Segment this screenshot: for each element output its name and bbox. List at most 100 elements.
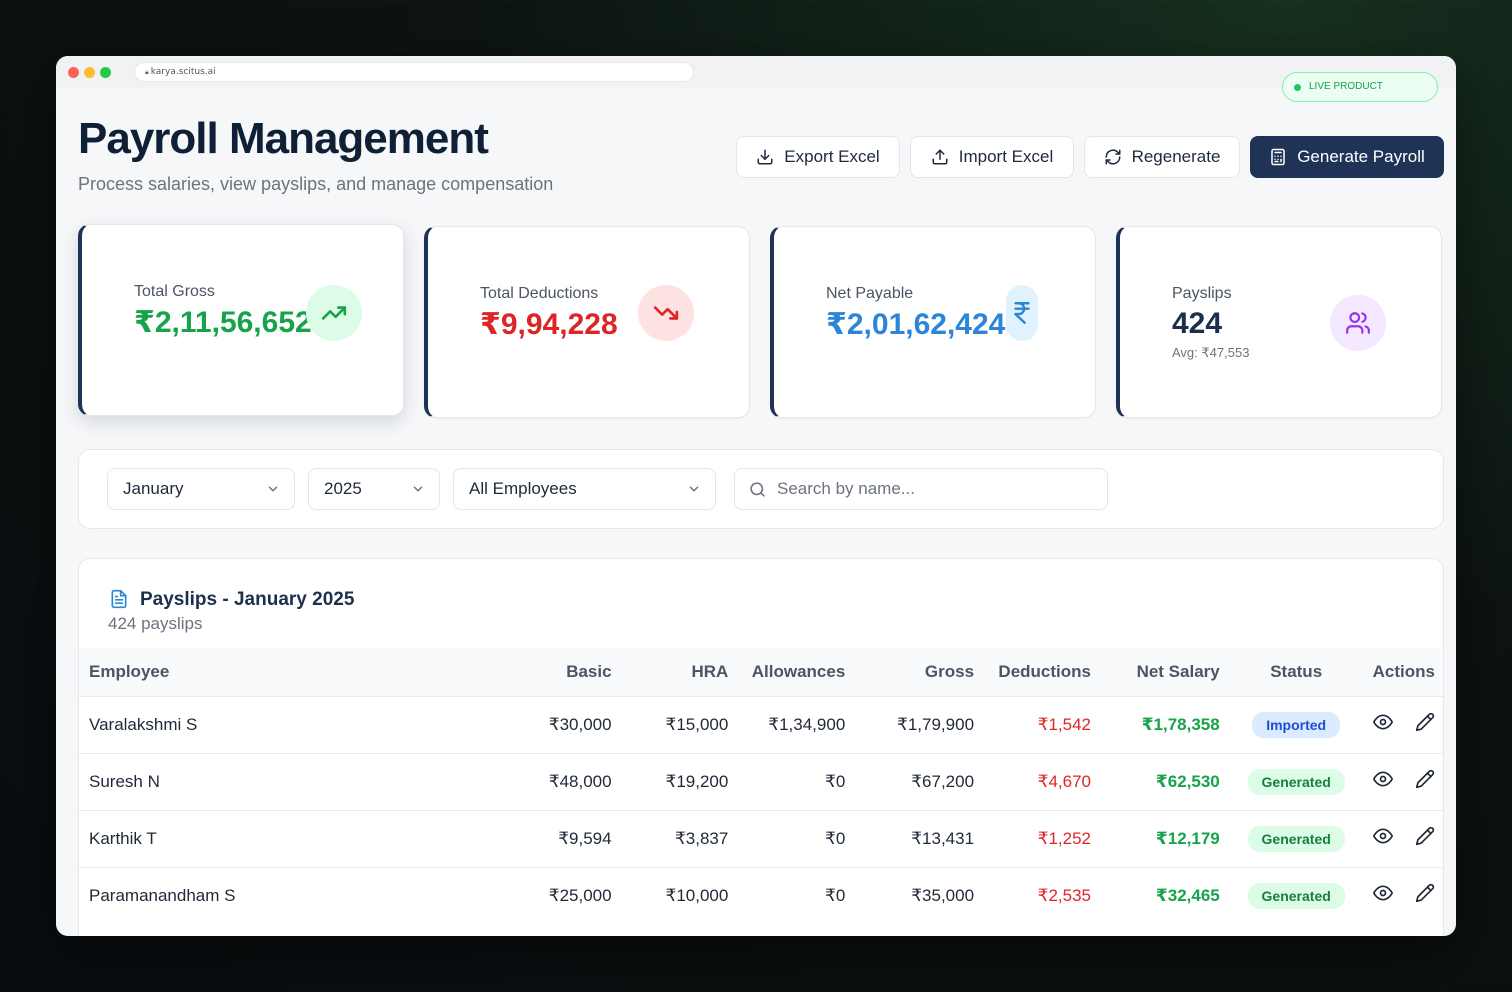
close-window-button[interactable]: [68, 67, 79, 78]
eye-icon[interactable]: [1372, 883, 1393, 903]
net-salary-cell: ₹1,78,358: [1141, 714, 1220, 734]
edit-icon[interactable]: [1415, 826, 1435, 846]
net-salary-cell: ₹32,465: [1155, 885, 1220, 905]
total-gross-value: ₹2,11,56,652: [134, 306, 312, 339]
import-excel-label: Import Excel: [958, 147, 1054, 166]
total-gross-card: Total Gross ₹2,11,56,652: [78, 224, 404, 416]
net-payable-card: Net Payable ₹2,01,62,424: [770, 226, 1096, 418]
generate-payroll-label: Generate Payroll: [1297, 147, 1425, 166]
total-gross-label: Total Gross: [134, 283, 215, 300]
edit-icon[interactable]: [1415, 769, 1435, 789]
upload-icon: [932, 149, 948, 165]
table-row[interactable]: Suresh N ₹48,000 ₹19,200 ₹0 ₹67,200 ₹4,6…: [79, 753, 1443, 810]
allowances-cell: ₹0: [825, 828, 846, 848]
chevron-down-icon: [413, 486, 423, 492]
payslips-average: Avg: ₹47,553: [1172, 345, 1250, 360]
total-deductions-label: Total Deductions: [480, 285, 599, 302]
month-select-value: January: [123, 479, 184, 498]
status-badge: Generated: [1247, 825, 1345, 852]
deductions-cell: ₹1,252: [1037, 828, 1091, 848]
actions-cell: [1363, 753, 1443, 810]
net-salary-cell: ₹12,179: [1155, 828, 1220, 848]
column-header[interactable]: Basic: [566, 661, 612, 681]
status-badge: Generated: [1247, 882, 1345, 909]
file-text-icon: [111, 589, 127, 609]
month-select[interactable]: January: [107, 468, 295, 510]
year-select-value: 2025: [324, 479, 362, 498]
eye-icon[interactable]: [1372, 712, 1393, 732]
table-count: 424 payslips: [108, 614, 203, 633]
eye-icon[interactable]: [1372, 826, 1393, 846]
hra-cell: ₹10,000: [665, 885, 729, 905]
generate-payroll-button[interactable]: Generate Payroll: [1250, 136, 1444, 178]
payslips-card: Payslips 424 Avg: ₹47,553: [1116, 226, 1442, 418]
column-header[interactable]: Allowances: [751, 661, 846, 681]
basic-cell: ₹25,000: [548, 885, 612, 905]
chevron-down-icon: [689, 486, 699, 492]
gross-cell: ₹67,200: [911, 771, 975, 791]
rupee-icon: [1006, 285, 1038, 341]
column-header[interactable]: Deductions: [998, 661, 1091, 681]
column-header[interactable]: Status: [1270, 661, 1323, 681]
deductions-cell: ₹1,542: [1037, 714, 1091, 734]
basic-cell: ₹30,000: [548, 714, 612, 734]
hra-cell: ₹3,837: [674, 828, 729, 848]
download-icon: [757, 149, 773, 165]
trending-up-icon: [306, 285, 362, 341]
eye-icon[interactable]: [1372, 769, 1393, 789]
search-placeholder: Search by name...: [777, 479, 915, 498]
search-input[interactable]: Search by name...: [734, 468, 1108, 510]
allowances-cell: ₹0: [825, 885, 846, 905]
employee-filter-select[interactable]: All Employees: [453, 468, 716, 510]
search-icon: [750, 482, 765, 497]
payslips-table-card: Payslips - January 2025 424 payslips Emp…: [78, 558, 1444, 936]
employee-name: Paramanandham S: [89, 885, 236, 905]
chevron-down-icon: [268, 486, 278, 492]
refresh-icon: [1105, 149, 1121, 165]
url-text: karya.scitus.ai: [150, 67, 216, 77]
calculator-icon: [1271, 148, 1285, 166]
maximize-window-button[interactable]: [100, 67, 111, 78]
page-title: Payroll Management: [78, 114, 489, 163]
table-row[interactable]: Varalakshmi S ₹30,000 ₹15,000 ₹1,34,900 …: [79, 696, 1443, 753]
browser-window: 🔒︎ karya.scitus.ai LIVE PRODUCT Payroll M…: [56, 56, 1456, 936]
users-icon: [1330, 295, 1386, 351]
status-badge: Imported: [1252, 711, 1341, 738]
hra-cell: ₹19,200: [665, 771, 729, 791]
employee-name: Varalakshmi S: [89, 714, 198, 734]
regenerate-label: Regenerate: [1131, 147, 1221, 166]
actions-cell: [1363, 867, 1443, 924]
column-header[interactable]: Gross: [924, 661, 975, 681]
net-payable-value: ₹2,01,62,424: [826, 308, 1006, 341]
actions-cell: [1363, 810, 1443, 867]
year-select[interactable]: 2025: [308, 468, 440, 510]
status-badge: Generated: [1247, 768, 1345, 795]
column-header[interactable]: Net Salary: [1136, 661, 1220, 681]
page-subtitle: Process salaries, view payslips, and man…: [78, 174, 554, 194]
allowances-cell: ₹0: [825, 771, 846, 791]
gross-cell: ₹1,79,900: [897, 714, 975, 734]
hra-cell: ₹15,000: [665, 714, 729, 734]
gross-cell: ₹13,431: [911, 828, 975, 848]
lock-icon: 🔒︎: [145, 68, 149, 76]
regenerate-button[interactable]: Regenerate: [1084, 136, 1240, 178]
address-bar[interactable]: 🔒︎ karya.scitus.ai: [134, 62, 694, 82]
column-header[interactable]: Employee: [89, 661, 170, 681]
export-excel-button[interactable]: Export Excel: [736, 136, 900, 178]
payslips-label: Payslips: [1172, 285, 1232, 302]
minimize-window-button[interactable]: [84, 67, 95, 78]
table-row[interactable]: Paramanandham S ₹25,000 ₹10,000 ₹0 ₹35,0…: [79, 867, 1443, 924]
edit-icon[interactable]: [1415, 883, 1435, 903]
column-header: Actions: [1372, 661, 1435, 681]
filter-bar: January 2025 All Employees Search by nam…: [78, 449, 1444, 529]
payslips-table: Employee Basic HRA Allowances Gross Dedu…: [79, 648, 1443, 924]
table-title: Payslips - January 2025: [140, 589, 355, 610]
column-header[interactable]: HRA: [691, 661, 729, 681]
import-excel-button[interactable]: Import Excel: [910, 136, 1074, 178]
edit-icon[interactable]: [1415, 712, 1435, 732]
deductions-cell: ₹4,670: [1037, 771, 1091, 791]
table-row[interactable]: Karthik T ₹9,594 ₹3,837 ₹0 ₹13,431 ₹1,25…: [79, 810, 1443, 867]
basic-cell: ₹9,594: [558, 828, 612, 848]
status-cell: Generated: [1230, 810, 1363, 867]
total-deductions-card: Total Deductions ₹9,94,228: [424, 226, 750, 418]
